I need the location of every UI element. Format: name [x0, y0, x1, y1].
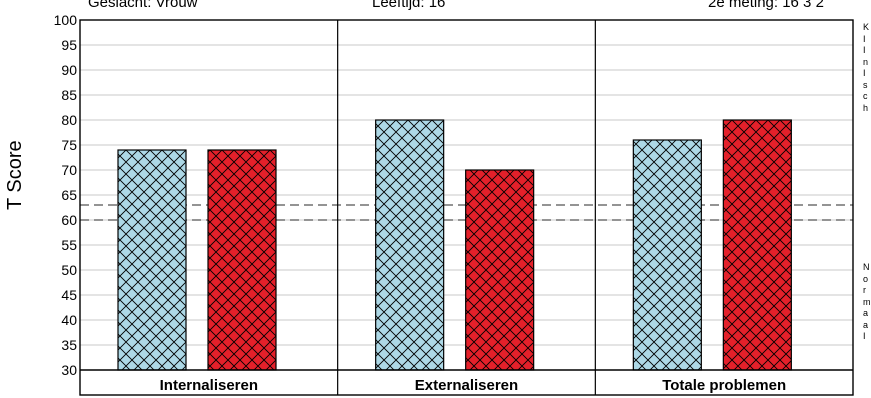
chart-frame: [79, 19, 854, 396]
header-gender: Geslacht: Vrouw: [88, 0, 198, 11]
y-tick-label: 40: [61, 312, 77, 328]
category-label: Internaliseren: [160, 377, 258, 394]
y-tick-label: 80: [61, 112, 77, 128]
side-note-bottom: N o r m a a I: [863, 262, 871, 341]
y-tick-label: 30: [61, 362, 77, 378]
y-tick-label: 60: [61, 212, 77, 228]
bar-internaliseren-1: [117, 149, 187, 371]
y-tick-label: 90: [61, 62, 77, 78]
bars: [117, 119, 792, 371]
y-tick-label: 65: [61, 187, 77, 203]
bar-externaliseren-2: [465, 169, 535, 371]
category-labels: Internaliseren Externaliseren Totale probl…: [160, 377, 786, 394]
y-tick-label: 50: [61, 262, 77, 278]
y-tick-label: 75: [61, 137, 77, 153]
bar-totale-problemen-1: [632, 139, 702, 371]
side-note-top: K I I n I s c h: [863, 22, 870, 113]
y-tick-label: 35: [61, 337, 77, 353]
y-tick-label: 45: [61, 287, 77, 303]
bar-internaliseren-2: [207, 149, 277, 371]
bar-externaliseren-1: [375, 119, 445, 371]
plot-border: [79, 19, 854, 396]
header-age: Leeftijd: 16: [372, 0, 446, 11]
bar-totale-problemen-2: [722, 119, 792, 371]
y-tick-label: 55: [61, 237, 77, 253]
y-tick-labels: 30 35 40 45 50 55 60 65 70 75 80 85 90 95 100: [54, 12, 78, 378]
category-label: Totale problemen: [662, 377, 786, 394]
y-tick-label: 70: [61, 162, 77, 178]
header-measurement: 2e meting: 16 3 2: [708, 0, 824, 11]
y-tick-label: 85: [61, 87, 77, 103]
y-tick-label: 95: [61, 37, 77, 53]
category-label: Externaliseren: [415, 377, 518, 394]
y-tick-label: 100: [54, 12, 78, 28]
